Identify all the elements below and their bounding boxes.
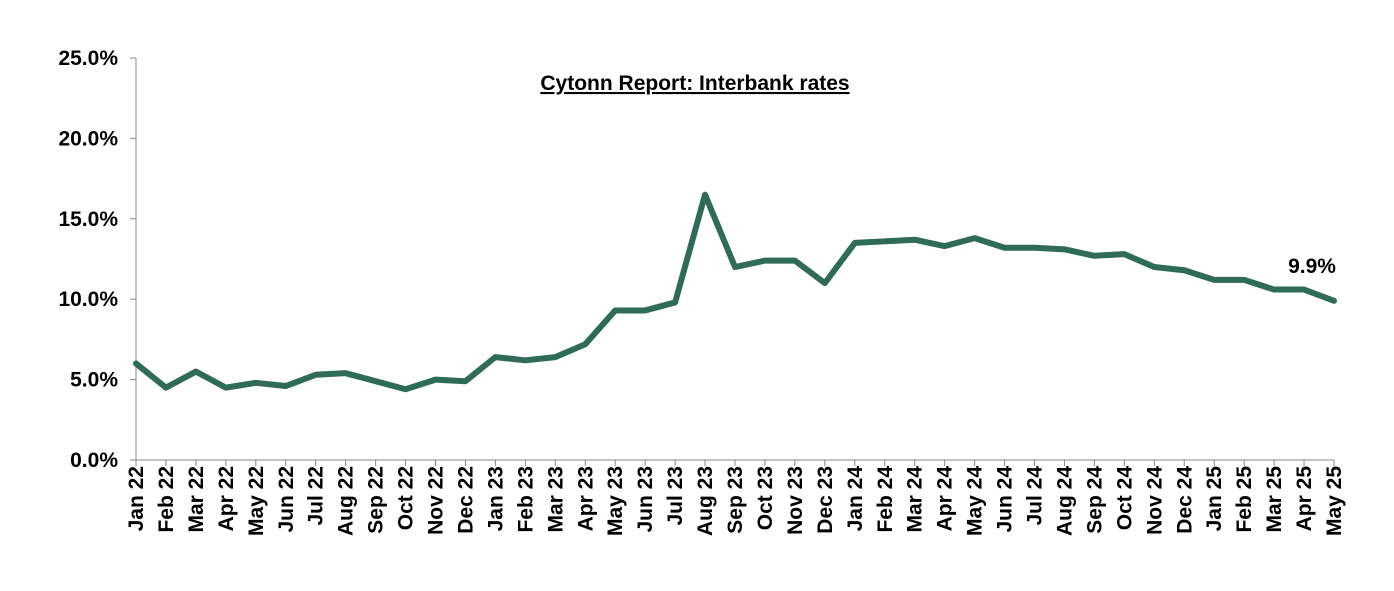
x-tick-label: May 23 [604,466,627,536]
x-tick-label: Feb 25 [1233,466,1256,533]
x-tick-label: Aug 24 [1053,466,1076,536]
data-label: 9.9% [1288,255,1336,278]
x-tick-label: Mar 24 [904,466,927,533]
x-tick-label: Dec 22 [454,466,477,534]
x-tick-label: Apr 23 [574,466,597,531]
x-tick-label: Oct 24 [1113,466,1136,531]
x-tick-label: May 22 [245,466,268,536]
x-tick-label: Jan 22 [125,466,148,531]
x-tick-label: Feb 24 [874,466,897,533]
x-tick-label: Sep 22 [365,466,388,534]
x-tick-label: Jun 22 [275,466,298,533]
x-tick-label: Sep 24 [1083,466,1106,534]
x-tick-label: May 24 [964,466,987,536]
y-tick-label: 0.0% [70,449,118,472]
x-tick-label: Feb 22 [155,466,178,533]
x-tick-label: Jan 24 [844,466,867,532]
x-tick-label: Aug 23 [694,466,717,536]
x-tick-label: Dec 23 [814,466,837,534]
x-tick-label: Mar 23 [544,466,567,533]
x-tick-label: Jul 24 [1024,466,1047,526]
x-tick-label: Sep 23 [724,466,747,534]
x-tick-label: Nov 22 [425,466,448,535]
x-tick-label: Mar 22 [185,466,208,533]
y-tick-label: 5.0% [70,369,118,392]
y-tick-label: 10.0% [58,288,118,311]
series-line [133,191,1337,393]
x-tick-label: Jul 22 [305,466,328,526]
x-tick-label: Aug 22 [335,466,358,536]
x-tick-label: Dec 24 [1173,466,1196,534]
x-tick-label: Apr 24 [934,466,957,532]
y-tick-label: 25.0% [58,47,118,70]
x-tick-label: Apr 25 [1293,466,1316,532]
x-tick-label: Apr 22 [215,466,238,531]
chart-title: Cytonn Report: Interbank rates [540,72,849,95]
y-tick-label: 20.0% [58,127,118,150]
x-tick-label: Nov 23 [784,466,807,535]
x-tick-label: Mar 25 [1263,466,1286,533]
x-tick-label: Nov 24 [1143,466,1166,535]
x-tick-label: Oct 22 [395,466,418,530]
x-tick-label: Jan 23 [484,466,507,531]
x-tick-label: May 25 [1323,466,1346,536]
x-tick-label: Oct 23 [754,466,777,530]
x-tick-label: Feb 23 [514,466,537,533]
x-tick-label: Jun 23 [634,466,657,533]
x-tick-label: Jun 24 [994,466,1017,533]
x-tick-label: Jul 23 [664,466,687,526]
x-tick-label: Jan 25 [1203,466,1226,532]
y-tick-label: 15.0% [58,208,118,231]
